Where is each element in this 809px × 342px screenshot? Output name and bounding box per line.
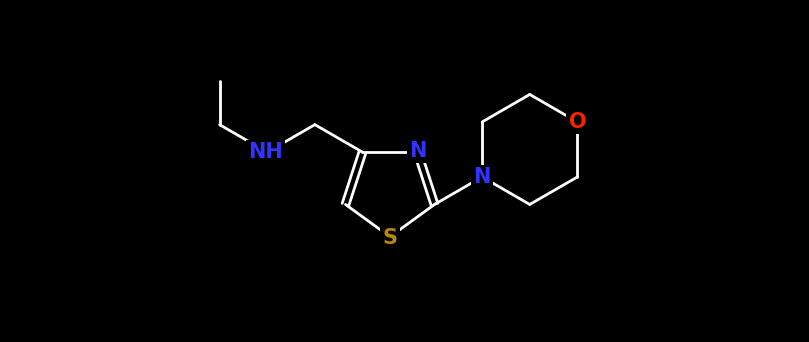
Text: O: O	[569, 112, 587, 132]
Text: NH: NH	[248, 142, 282, 162]
Text: N: N	[409, 141, 426, 161]
Text: N: N	[473, 167, 491, 187]
Text: S: S	[383, 228, 397, 248]
